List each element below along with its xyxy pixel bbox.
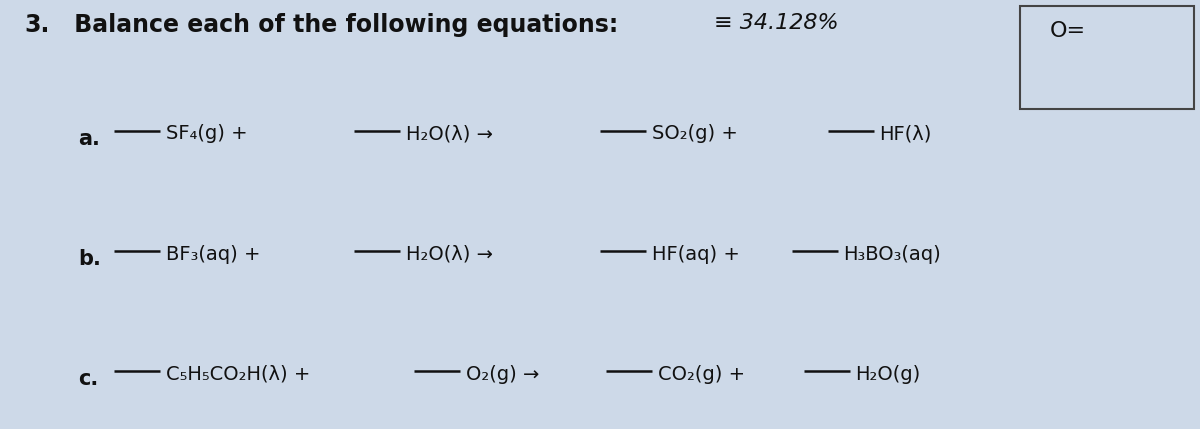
Text: Balance each of the following equations:: Balance each of the following equations: xyxy=(66,13,618,37)
Text: H₂O(λ) →: H₂O(λ) → xyxy=(406,245,492,263)
Text: H₂O(λ) →: H₂O(λ) → xyxy=(406,124,492,143)
Text: SO₂(g) +: SO₂(g) + xyxy=(652,124,738,143)
FancyBboxPatch shape xyxy=(1020,6,1194,109)
Text: O₂(g) →: O₂(g) → xyxy=(466,365,539,384)
Text: O=: O= xyxy=(1050,21,1086,42)
Text: HF(λ): HF(λ) xyxy=(880,124,932,143)
Text: a.: a. xyxy=(78,129,100,149)
Text: H₃BO₃(aq): H₃BO₃(aq) xyxy=(844,245,941,263)
Text: SF₄(g) +: SF₄(g) + xyxy=(166,124,247,143)
Text: HF(aq) +: HF(aq) + xyxy=(652,245,739,263)
Text: BF₃(aq) +: BF₃(aq) + xyxy=(166,245,260,263)
Text: CO₂(g) +: CO₂(g) + xyxy=(658,365,745,384)
Text: b.: b. xyxy=(78,249,101,269)
Text: H₂O(g): H₂O(g) xyxy=(856,365,920,384)
Text: c.: c. xyxy=(78,369,98,389)
Text: C₅H₅CO₂H(λ) +: C₅H₅CO₂H(λ) + xyxy=(166,365,310,384)
Text: 3.: 3. xyxy=(24,13,49,37)
Text: ≡ 34.128%: ≡ 34.128% xyxy=(714,13,839,33)
